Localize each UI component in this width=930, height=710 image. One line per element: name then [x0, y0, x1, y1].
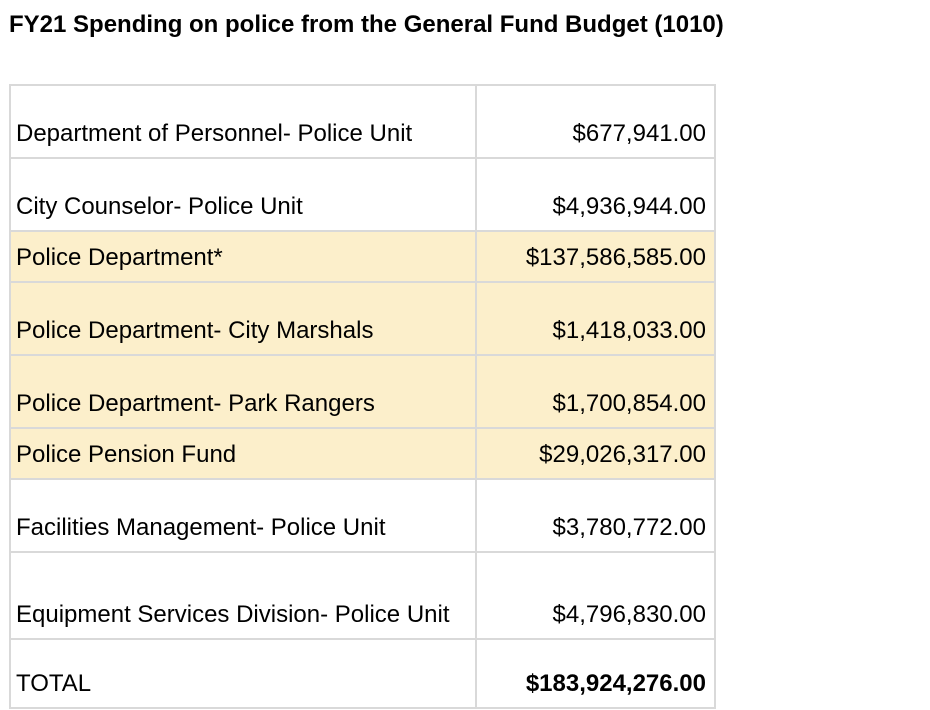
table-row: Equipment Services Division- Police Unit… [9, 551, 716, 640]
row-amount: $1,418,033.00 [475, 281, 716, 356]
table-row-highlighted: Police Department- City Marshals $1,418,… [9, 281, 716, 356]
row-label: Facilities Management- Police Unit [9, 478, 477, 553]
row-label: City Counselor- Police Unit [9, 157, 477, 232]
row-amount: $4,936,944.00 [475, 157, 716, 232]
table-row-highlighted: Police Department- Park Rangers $1,700,8… [9, 354, 716, 429]
row-label: Police Department* [9, 230, 477, 283]
row-label: Department of Personnel- Police Unit [9, 84, 477, 159]
table-row: City Counselor- Police Unit $4,936,944.0… [9, 157, 716, 232]
table-row-highlighted: Police Department* $137,586,585.00 [9, 230, 716, 283]
page-title: FY21 Spending on police from the General… [9, 11, 724, 38]
row-label: Police Department- City Marshals [9, 281, 477, 356]
total-row: TOTAL $183,924,276.00 [9, 638, 716, 709]
row-amount: $1,700,854.00 [475, 354, 716, 429]
row-amount: $677,941.00 [475, 84, 716, 159]
table-row: Department of Personnel- Police Unit $67… [9, 84, 716, 159]
table-row: Facilities Management- Police Unit $3,78… [9, 478, 716, 553]
table-row-highlighted: Police Pension Fund $29,026,317.00 [9, 427, 716, 480]
row-amount: $137,586,585.00 [475, 230, 716, 283]
total-amount: $183,924,276.00 [475, 638, 716, 709]
spending-table: Department of Personnel- Police Unit $67… [9, 84, 716, 709]
row-amount: $3,780,772.00 [475, 478, 716, 553]
row-label: Equipment Services Division- Police Unit [9, 551, 477, 640]
total-label: TOTAL [9, 638, 477, 709]
row-amount: $4,796,830.00 [475, 551, 716, 640]
row-label: Police Pension Fund [9, 427, 477, 480]
row-label: Police Department- Park Rangers [9, 354, 477, 429]
row-amount: $29,026,317.00 [475, 427, 716, 480]
